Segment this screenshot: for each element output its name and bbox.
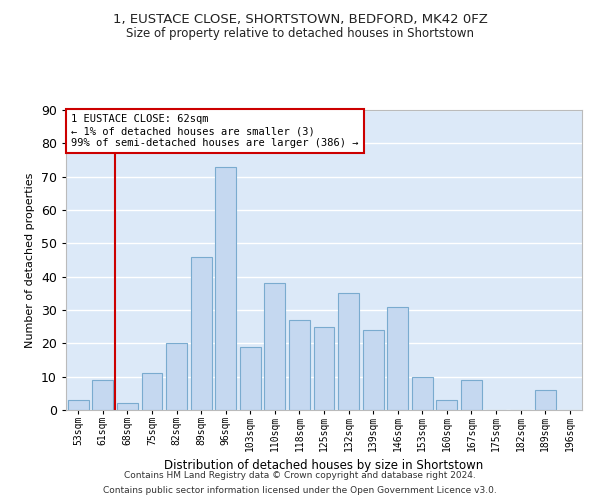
X-axis label: Distribution of detached houses by size in Shortstown: Distribution of detached houses by size … xyxy=(164,459,484,472)
Bar xyxy=(240,346,261,410)
Text: Size of property relative to detached houses in Shortstown: Size of property relative to detached ho… xyxy=(126,28,474,40)
Bar xyxy=(412,376,433,410)
Bar xyxy=(338,294,359,410)
Bar xyxy=(461,380,482,410)
Bar xyxy=(68,400,89,410)
Bar xyxy=(215,166,236,410)
Text: Contains HM Land Registry data © Crown copyright and database right 2024.: Contains HM Land Registry data © Crown c… xyxy=(124,471,476,480)
Bar xyxy=(387,306,408,410)
Bar xyxy=(166,344,187,410)
Bar xyxy=(535,390,556,410)
Bar xyxy=(265,284,286,410)
Text: 1 EUSTACE CLOSE: 62sqm
← 1% of detached houses are smaller (3)
99% of semi-detac: 1 EUSTACE CLOSE: 62sqm ← 1% of detached … xyxy=(71,114,359,148)
Text: Contains public sector information licensed under the Open Government Licence v3: Contains public sector information licen… xyxy=(103,486,497,495)
Bar xyxy=(92,380,113,410)
Bar xyxy=(142,374,163,410)
Text: 1, EUSTACE CLOSE, SHORTSTOWN, BEDFORD, MK42 0FZ: 1, EUSTACE CLOSE, SHORTSTOWN, BEDFORD, M… xyxy=(113,12,487,26)
Bar xyxy=(191,256,212,410)
Y-axis label: Number of detached properties: Number of detached properties xyxy=(25,172,35,348)
Bar xyxy=(362,330,383,410)
Bar xyxy=(289,320,310,410)
Bar xyxy=(436,400,457,410)
Bar xyxy=(117,404,138,410)
Bar xyxy=(314,326,334,410)
